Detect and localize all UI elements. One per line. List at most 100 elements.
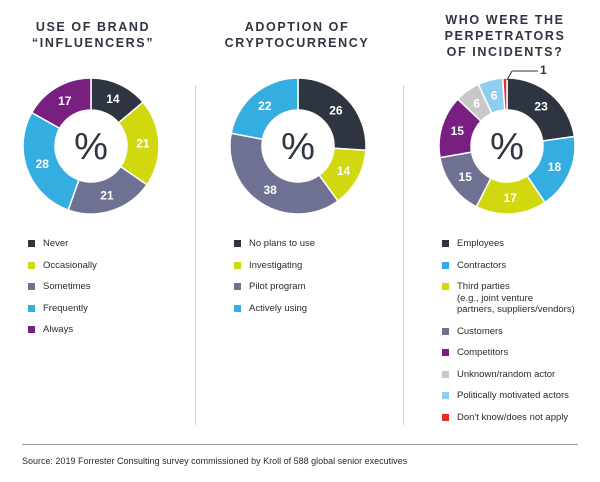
chart-3-legend-item-4: Customers: [442, 326, 592, 348]
chart-1-slice-label-3: 21: [100, 189, 114, 203]
chart-2-title-line-1: ADOPTION OF: [244, 20, 350, 34]
chart-2-title-line-2: CRYPTOCURRENCY: [224, 36, 370, 50]
chart-2-center-percent: %: [281, 126, 315, 168]
chart-3-slice-8: [501, 77, 508, 111]
chart-2-legend-item-4: Actively using: [234, 303, 315, 325]
chart-3-legend-item-8: Don't know/does not apply: [442, 412, 592, 434]
chart-3-small-slice-callout: 1: [540, 63, 547, 77]
chart-1-legend-item-5: Always: [28, 324, 97, 346]
legend-label: Frequently: [43, 302, 88, 314]
legend-label: Politically motivated actors: [457, 390, 569, 401]
chart-3-legend-item-7: Politically motivated actors: [442, 390, 592, 412]
chart-3-title: WHO WERE THE PERPETRATORS OF INCIDENTS?: [412, 12, 598, 60]
chart-1-legend-item-3: Sometimes: [28, 281, 97, 303]
chart-1-donut: 14 21 21 28 17%: [22, 77, 160, 215]
legend-swatch: [442, 261, 449, 269]
chart-3-center-hole: [472, 111, 542, 181]
legend-label: Always: [43, 324, 74, 335]
chart-2-slice-4: [230, 77, 299, 141]
chart-2-donut: 26 14 38 22%: [229, 77, 367, 215]
chart-3-legend-item-3: Third parties (e.g., joint venture partn…: [442, 281, 592, 326]
chart-2-legend-item-1: No plans to use: [234, 238, 315, 260]
chart-1-slice-label-1: 14: [106, 92, 120, 106]
chart-3-slice-label-1: 23: [534, 100, 548, 114]
chart-2-slice-label-2: 14: [337, 164, 351, 178]
legend-swatch: [234, 304, 241, 312]
chart-3-slice-label-6: 6: [473, 97, 480, 111]
chart-2-center-hole: [263, 111, 333, 181]
chart-3-slice-label-4: 15: [459, 170, 473, 184]
chart-3-slice-label-7: 6: [491, 89, 498, 103]
chart-2-slice-label-1: 26: [329, 103, 343, 117]
chart-3-legend-item-1: Employees: [442, 238, 592, 260]
chart-3-title-line-2: PERPETRATORS: [444, 29, 566, 43]
legend-label: Never: [43, 238, 69, 249]
source-note: Source: 2019 Forrester Consulting survey…: [22, 456, 408, 466]
chart-1-title-line-2: “INFLUENCERS”: [31, 36, 155, 50]
legend-label: Competitors: [457, 347, 509, 358]
chart-2-legend-item-3: Pilot program: [234, 281, 315, 303]
legend-label: Actively using: [249, 302, 308, 314]
legend-label: Contractors: [457, 259, 507, 271]
chart-3-slice-label-5: 15: [451, 124, 465, 138]
chart-1-center-hole: [56, 111, 126, 181]
chart-3-donut: 23 18 17 15 15 66%: [438, 77, 576, 215]
legend-swatch: [442, 240, 449, 247]
chart-3-slice-label-3: 17: [504, 191, 518, 205]
chart-3-slice-label-2: 18: [548, 160, 562, 174]
chart-1-slice-label-4: 28: [36, 157, 50, 171]
legend-swatch: [28, 240, 35, 247]
chart-1-legend: Never Occasionally Sometimes Frequently Alwa…: [28, 238, 97, 346]
chart-3-legend-item-2: Contractors: [442, 260, 592, 282]
divider-1: [195, 85, 196, 425]
chart-1-slice-5: [30, 77, 92, 130]
chart-1-legend-item-2: Occasionally: [28, 260, 97, 282]
legend-label: Employees: [457, 238, 504, 249]
legend-label: Customers: [457, 325, 503, 337]
chart-3-legend-item-5: Competitors: [442, 347, 592, 369]
chart-2-slice-3: [229, 132, 340, 215]
legend-label: Third parties (e.g., joint venture partn…: [457, 281, 575, 315]
legend-swatch: [442, 392, 449, 399]
chart-1-title: USE OF BRAND “INFLUENCERS”: [0, 19, 186, 51]
legend-swatch: [28, 304, 35, 312]
legend-label: Occasionally: [43, 259, 97, 271]
legend-swatch: [442, 349, 449, 356]
chart-3-small-slice-callout-value: 1: [540, 63, 547, 77]
chart-2-legend: No plans to use Investigating Pilot progra…: [234, 238, 315, 324]
chart-1-title-line-1: USE OF BRAND: [35, 20, 151, 34]
chart-2-slice-label-3: 38: [263, 183, 277, 197]
chart-3-center-percent: %: [490, 126, 524, 168]
legend-swatch: [442, 370, 449, 378]
legend-swatch: [28, 326, 35, 333]
legend-swatch: [28, 283, 35, 290]
legend-swatch: [234, 261, 241, 269]
chart-1-center-percent: %: [74, 126, 108, 168]
chart-1-slice-4: [22, 111, 80, 212]
chart-3-legend: Employees Contractors Third parties (e.g.,…: [442, 238, 592, 433]
legend-swatch: [442, 283, 449, 290]
legend-label: Don't know/does not apply: [457, 411, 569, 423]
chart-1-slice-label-2: 21: [136, 137, 150, 151]
legend-label: Sometimes: [43, 281, 91, 292]
chart-2-title: ADOPTION OF CRYPTOCURRENCY: [203, 19, 391, 51]
chart-1-legend-item-4: Frequently: [28, 303, 97, 325]
divider-2: [403, 85, 404, 425]
legend-swatch: [234, 240, 241, 247]
legend-swatch: [234, 283, 241, 290]
chart-2-legend-item-2: Investigating: [234, 260, 315, 282]
legend-swatch: [442, 327, 449, 335]
chart-3-legend-item-6: Unknown/random actor: [442, 369, 592, 391]
chart-1-slice-label-5: 17: [58, 94, 72, 108]
legend-label: No plans to use: [249, 238, 316, 249]
chart-2-slice-1: [297, 77, 367, 152]
legend-swatch: [28, 261, 35, 269]
legend-label: Investigating: [249, 259, 303, 271]
legend-label: Pilot program: [249, 281, 306, 292]
chart-3-title-line-1: WHO WERE THE: [445, 13, 565, 27]
chart-3-callout-line: [506, 70, 538, 81]
legend-swatch: [442, 413, 449, 421]
chart-2-slice-label-4: 22: [258, 99, 272, 113]
chart-1-legend-item-1: Never: [28, 238, 97, 260]
source-rule: [22, 444, 578, 445]
